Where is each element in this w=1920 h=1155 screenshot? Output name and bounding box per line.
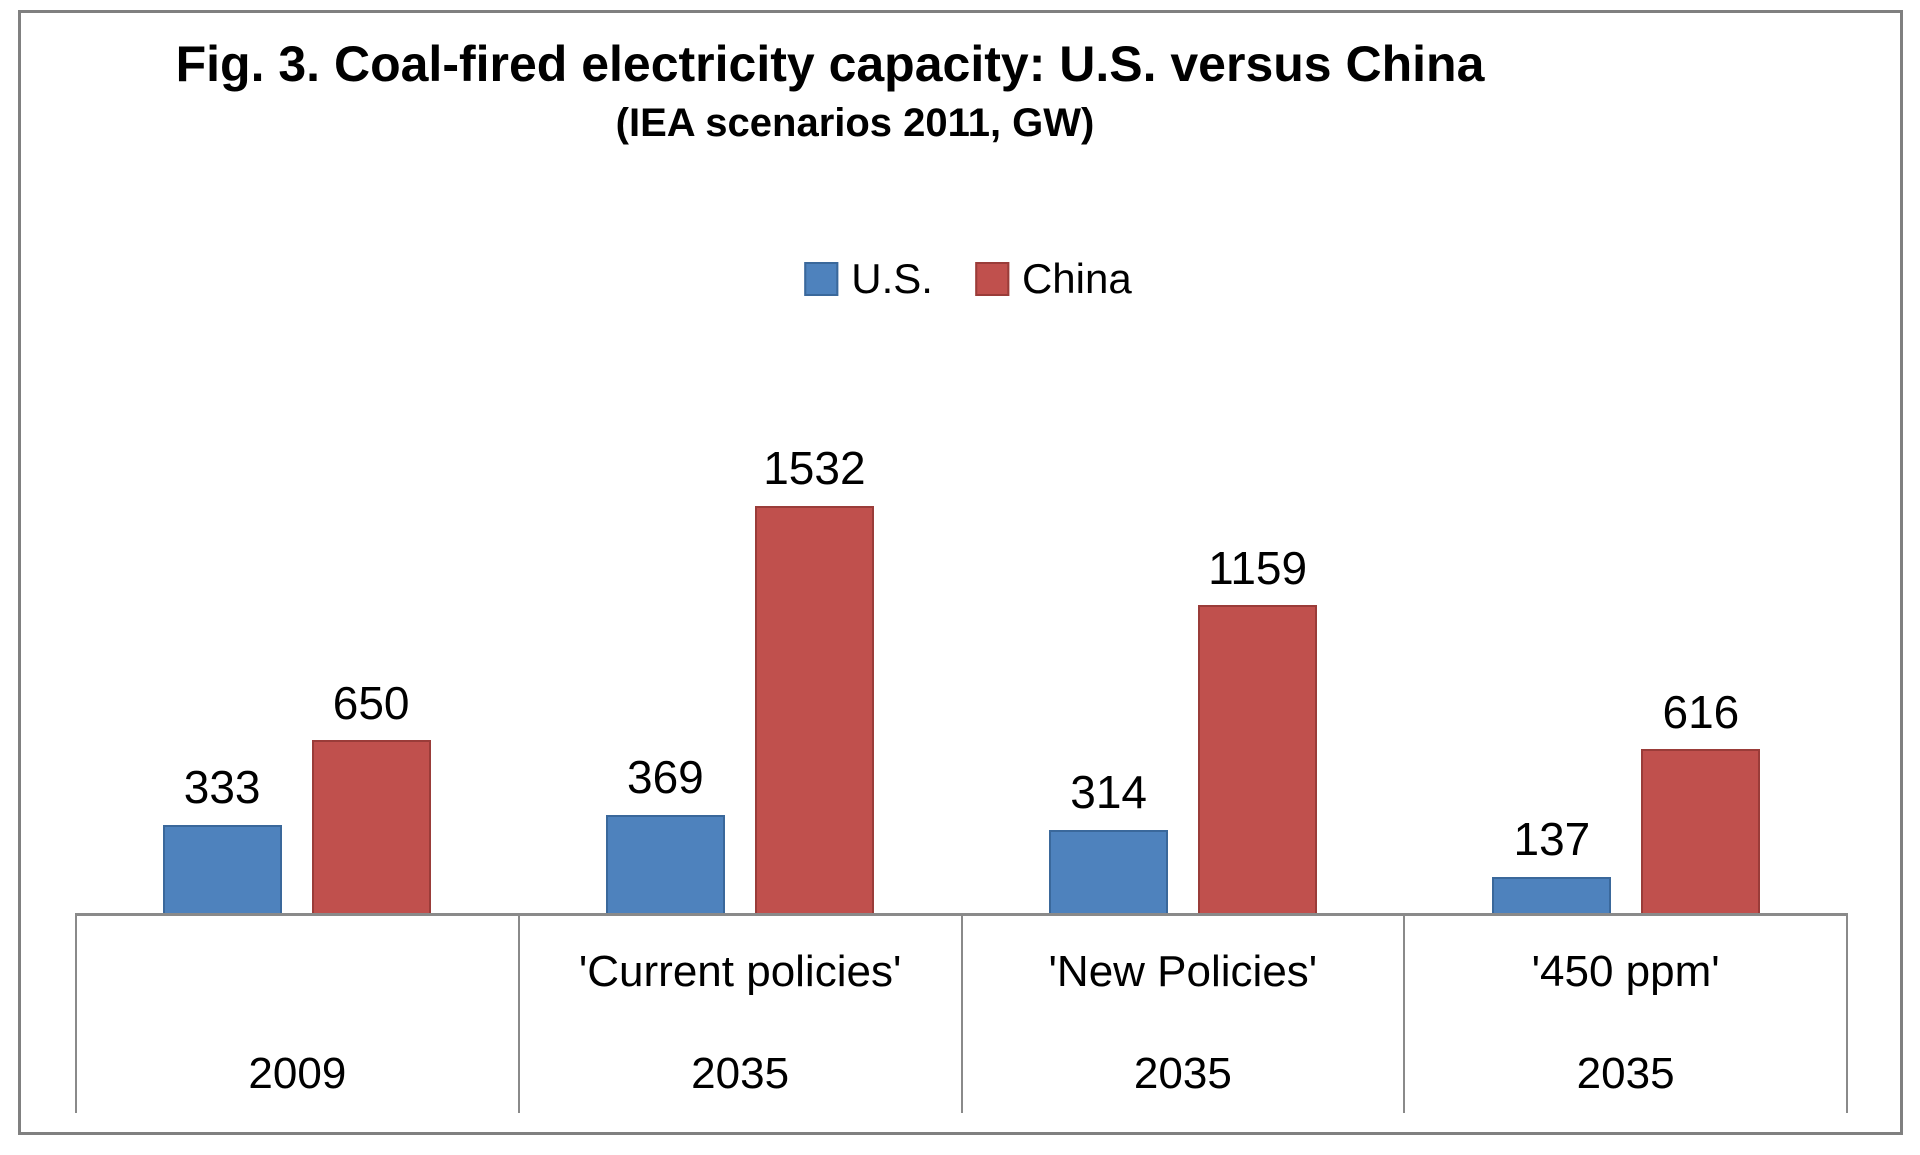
- data-label: 650: [332, 676, 410, 729]
- bar-china: [754, 506, 874, 913]
- bar-with-label: 369: [605, 751, 725, 913]
- bar-with-label: 333: [162, 760, 282, 913]
- bar-with-label: 137: [1492, 813, 1612, 913]
- scenario-label: 'Current policies': [578, 947, 902, 996]
- bar-china: [1198, 605, 1318, 913]
- data-label: 1532: [763, 442, 866, 495]
- year-label: 2035: [1576, 1048, 1675, 1098]
- bar-group: 314 1159: [962, 13, 1405, 913]
- legend-item-china: China: [974, 255, 1132, 303]
- chart-title: Fig. 3. Coal-fired electricity capacity:…: [175, 36, 1485, 92]
- legend-item-us: U.S.: [804, 255, 933, 303]
- category-cell-450ppm: '450 ppm' 2035: [1405, 916, 1848, 1113]
- year-label: 2035: [1133, 1048, 1232, 1098]
- bar-with-label: 1159: [1198, 541, 1318, 913]
- data-label: 369: [627, 751, 704, 804]
- year-label: 2009: [248, 1048, 347, 1098]
- scenario-label: [77, 916, 518, 1028]
- data-label: 1159: [1208, 541, 1308, 594]
- bar-china: [1641, 749, 1761, 913]
- category-cell-new-policies: 'New Policies' 2035: [963, 916, 1406, 1113]
- bar-us: [1049, 829, 1169, 913]
- plot-area: 333 650 369 1532 314 1159 137 616: [75, 13, 1848, 913]
- legend-label-china: China: [1021, 255, 1132, 302]
- bar-with-label: 650: [311, 676, 431, 913]
- legend-label-us: U.S.: [851, 255, 933, 302]
- bar-us: [162, 824, 282, 913]
- category-cell-2009: 2009: [77, 916, 520, 1113]
- bar-us: [1492, 876, 1612, 913]
- legend: U.S. China: [804, 255, 1132, 303]
- china-series-swatch-icon: [974, 262, 1009, 296]
- bar-us: [605, 814, 725, 913]
- scenario-label: 'New Policies': [1048, 947, 1318, 996]
- bar-group: 137 616: [1405, 13, 1848, 913]
- bar-group: 333 650: [75, 13, 518, 913]
- data-label: 137: [1513, 813, 1591, 866]
- us-series-swatch-icon: [804, 262, 839, 296]
- scenario-label: '450 ppm': [1531, 947, 1720, 996]
- category-cell-current-policies: 'Current policies' 2035: [520, 916, 963, 1113]
- category-axis: 2009 'Current policies' 2035 'New Polici…: [75, 913, 1848, 1113]
- data-label: 616: [1662, 685, 1740, 738]
- data-label: 314: [1070, 766, 1147, 818]
- chart-subtitle: (IEA scenarios 2011, GW): [615, 101, 1095, 145]
- bar-with-label: 1532: [754, 442, 874, 913]
- bar-with-label: 314: [1049, 766, 1169, 913]
- chart-frame: Fig. 3. Coal-fired electricity capacity:…: [18, 10, 1903, 1135]
- year-label: 2035: [691, 1048, 790, 1098]
- bar-with-label: 616: [1641, 685, 1761, 913]
- bar-group: 369 1532: [518, 13, 961, 913]
- data-label: 333: [183, 760, 261, 813]
- bar-china: [311, 740, 431, 913]
